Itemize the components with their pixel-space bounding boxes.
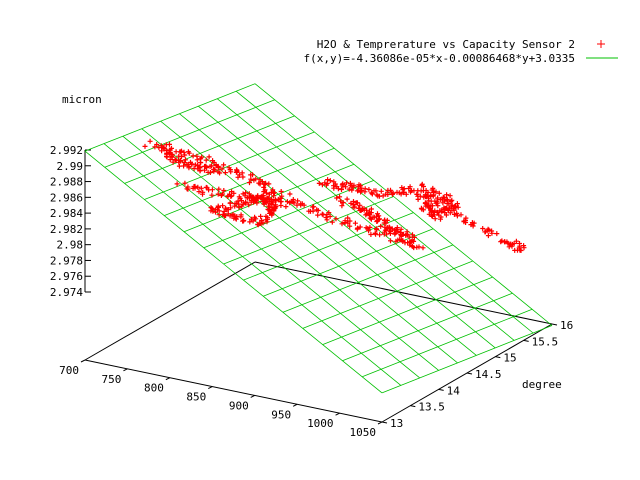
plane-grid-line bbox=[235, 90, 534, 334]
x-tick-label: 950 bbox=[271, 408, 291, 421]
plane-grid-line bbox=[203, 180, 374, 249]
y-tick bbox=[438, 388, 444, 391]
back-floor-line bbox=[84, 261, 256, 361]
legend-entry-data-marker bbox=[597, 40, 605, 48]
x-tick bbox=[80, 359, 86, 363]
data-point-markers bbox=[142, 138, 527, 253]
z-tick-label: 2.988 bbox=[50, 176, 83, 189]
plane-grid-line bbox=[322, 276, 493, 345]
axes bbox=[80, 149, 558, 425]
back-floor-line-2 bbox=[254, 261, 553, 325]
z-tick-label: 2.984 bbox=[50, 207, 83, 220]
plane-grid-line bbox=[302, 260, 473, 329]
legend: H2O & Temprerature vs Capacity Sensor 2f… bbox=[303, 38, 618, 65]
plane-grid-line bbox=[282, 244, 454, 313]
y-tick bbox=[410, 405, 416, 408]
plane-grid-line bbox=[122, 135, 421, 379]
z-tick-label: 2.974 bbox=[50, 286, 83, 299]
y-tick bbox=[381, 421, 388, 424]
y-tick bbox=[495, 356, 501, 359]
x-tick bbox=[123, 368, 128, 372]
y-tick-label: 13.5 bbox=[418, 401, 445, 414]
x-tick-label: 1050 bbox=[350, 426, 377, 439]
z-tick-label: 2.99 bbox=[57, 160, 84, 173]
y-tick-label: 15 bbox=[503, 352, 516, 365]
z-tick-label: 2.992 bbox=[50, 144, 83, 157]
plane-grid-line bbox=[216, 98, 515, 341]
z-tick-label: 2.986 bbox=[50, 191, 83, 204]
x-axis-line bbox=[84, 359, 383, 423]
z-tick-label: 2.98 bbox=[57, 239, 84, 252]
y-tick bbox=[551, 323, 558, 326]
plane-grid-line bbox=[103, 143, 402, 386]
y-tick bbox=[523, 339, 529, 342]
x-tick-label: 700 bbox=[59, 364, 79, 377]
plane-grid-line bbox=[160, 120, 458, 364]
plane-grid-line bbox=[198, 105, 496, 349]
y-axis-label: degree bbox=[522, 378, 562, 391]
plane-grid-line bbox=[84, 150, 383, 394]
y-tick bbox=[466, 372, 473, 375]
x-tick-label: 750 bbox=[102, 373, 122, 386]
y-tick-label: 13 bbox=[390, 417, 403, 430]
y-tick-label: 14.5 bbox=[475, 368, 502, 381]
fit-plane bbox=[84, 83, 553, 394]
y-tick-label: 16 bbox=[560, 319, 573, 332]
plane-grid-line bbox=[141, 128, 439, 371]
plane-grid-line bbox=[243, 212, 414, 281]
x-tick-label: 800 bbox=[144, 382, 164, 395]
z-axis-label: micron bbox=[62, 93, 102, 106]
z-tick-label: 2.976 bbox=[50, 270, 83, 283]
x-tick-label: 1000 bbox=[307, 417, 334, 430]
plane-grid-line bbox=[342, 292, 513, 362]
plane-grid-line bbox=[223, 196, 394, 265]
plane-grid-line bbox=[381, 325, 553, 394]
plane-grid-line bbox=[254, 83, 553, 326]
plane-grid-line bbox=[179, 113, 477, 356]
z-tick-label: 2.982 bbox=[50, 223, 83, 236]
y-tick-label: 15.5 bbox=[532, 335, 559, 348]
data-points bbox=[142, 138, 527, 253]
plane-grid-line bbox=[362, 308, 533, 378]
x-tick bbox=[292, 403, 298, 407]
legend-entry-data-label: H2O & Temprerature vs Capacity Sensor 2 bbox=[317, 38, 575, 51]
x-tick-label: 850 bbox=[186, 391, 206, 404]
x-tick-label: 900 bbox=[229, 399, 249, 412]
plane-grid-line bbox=[104, 99, 275, 168]
z-tick-label: 2.978 bbox=[50, 254, 83, 267]
x-tick bbox=[335, 412, 340, 416]
legend-entry-fit-label: f(x,y)=-4.36086e-05*x-0.00086468*y+3.033… bbox=[303, 52, 575, 65]
x-tick bbox=[377, 421, 383, 425]
x-tick bbox=[250, 394, 255, 398]
x-tick bbox=[208, 386, 213, 390]
tick-labels: 700750800850900950100010501313.51414.515… bbox=[50, 93, 573, 439]
x-tick bbox=[165, 377, 171, 381]
plane-grid-line bbox=[84, 83, 256, 152]
plane-grid-line bbox=[124, 115, 295, 184]
y-tick-label: 14 bbox=[447, 384, 461, 397]
